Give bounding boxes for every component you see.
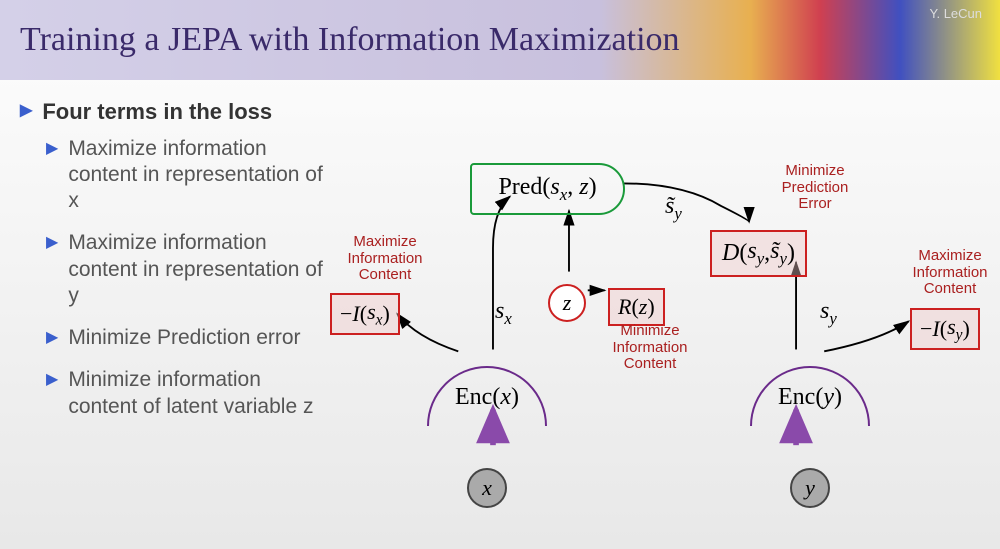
bullet-item: ▶ Minimize information content of latent… (46, 367, 330, 420)
author-label: Y. LeCun (929, 6, 982, 21)
encoder-y-label: Enc(y) (778, 384, 842, 411)
predictor-label: Pred(sx, z) (498, 174, 596, 205)
slide-content: ▶ Four terms in the loss ▶ Maximize info… (0, 80, 1000, 549)
annotation-max-ix: Maximize Information Content (340, 234, 430, 284)
bullet-item: ▶ Maximize information content in repres… (46, 230, 330, 309)
slide-title: Training a JEPA with Information Maximiz… (20, 21, 680, 59)
bullet-text: Minimize information content of latent v… (68, 367, 330, 420)
loss-d-node: D(sy, s̃y) (710, 230, 807, 277)
triangle-icon: ▶ (46, 139, 58, 159)
loss-ix-node: −I(sx) (330, 293, 400, 335)
annotation-min-pred: Minimize Prediction Error (770, 163, 860, 213)
variable-sx-label: sx (495, 298, 512, 329)
encoder-x-label: Enc(x) (455, 384, 519, 411)
bullet-text: Maximize information content in represen… (68, 136, 330, 215)
diagram-area: Enc(x) Enc(y) Pred(sx, z) x y z −I(sx) R… (330, 98, 990, 539)
variable-sty-label: s̃y (665, 193, 682, 224)
bullet-item: ▶ Maximize information content in repres… (46, 136, 330, 215)
bullet-main: ▶ Four terms in the loss (20, 98, 330, 126)
bullet-text: Maximize information content in represen… (68, 230, 330, 309)
bullet-list: ▶ Four terms in the loss ▶ Maximize info… (20, 98, 330, 539)
encoder-x-node: Enc(x) (427, 366, 547, 426)
annotation-max-iy: Maximize Information Content (905, 248, 995, 298)
triangle-icon: ▶ (46, 233, 58, 253)
triangle-icon: ▶ (46, 370, 58, 390)
annotation-min-rz: Minimize Information Content (605, 323, 695, 373)
loss-iy-node: −I(sy) (910, 308, 980, 350)
predictor-node: Pred(sx, z) (470, 163, 625, 215)
bullet-text: Minimize Prediction error (68, 325, 300, 351)
input-y-node: y (790, 468, 830, 508)
bullet-main-text: Four terms in the loss (42, 98, 272, 126)
input-x-node: x (467, 468, 507, 508)
slide-header: Training a JEPA with Information Maximiz… (0, 0, 1000, 80)
bullet-item: ▶ Minimize Prediction error (46, 325, 330, 351)
encoder-y-node: Enc(y) (750, 366, 870, 426)
variable-sy-label: sy (820, 298, 837, 329)
latent-z-node: z (548, 284, 586, 322)
triangle-icon: ▶ (46, 328, 58, 348)
loss-rz-node: R(z) (608, 288, 665, 326)
triangle-icon: ▶ (20, 101, 32, 121)
